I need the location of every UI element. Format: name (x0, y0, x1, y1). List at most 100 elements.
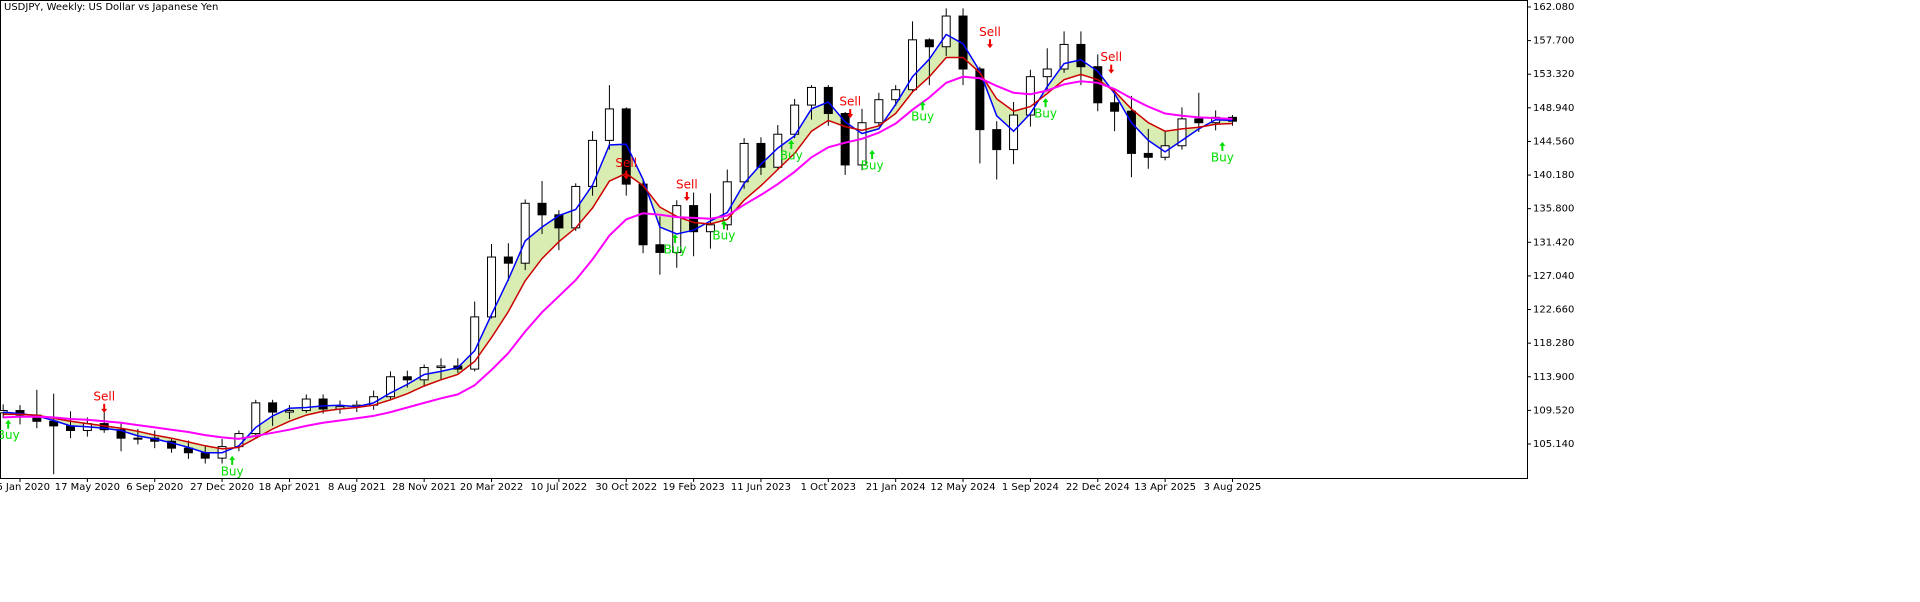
signal-label: Sell (979, 25, 1001, 39)
candle-body (1009, 114, 1019, 151)
candle-body (790, 104, 800, 135)
x-tick-label: 18 Apr 2021 (259, 482, 321, 493)
signal-arrow (919, 101, 926, 111)
signal-arrow (1042, 98, 1049, 108)
signal-arrow (869, 149, 876, 159)
signal-label: Sell (839, 95, 861, 109)
candle-body (908, 39, 918, 91)
candle-body (116, 429, 126, 439)
signal-label: Buy (221, 464, 244, 478)
candle-body (1110, 102, 1120, 112)
y-tick-label: 105.140 (1533, 439, 1574, 450)
signal-label: Buy (0, 428, 20, 442)
candle-body (1059, 43, 1069, 70)
x-tick-label: 27 Dec 2020 (190, 482, 254, 493)
candle-body (621, 108, 631, 185)
y-tick-label: 127.040 (1533, 271, 1574, 282)
x-tick-label: 26 Jan 2020 (0, 482, 50, 493)
plot-frame (0, 0, 1528, 479)
x-tick-label: 17 May 2020 (55, 482, 120, 493)
y-tick-label: 162.080 (1533, 2, 1574, 13)
y-tick-label: 122.660 (1533, 305, 1574, 316)
candle-body (705, 224, 715, 233)
signal-label: Sell (676, 178, 698, 192)
candle-body (958, 15, 968, 70)
y-tick-label: 113.900 (1533, 372, 1574, 383)
candle-body (924, 39, 934, 48)
candle-body (722, 181, 732, 226)
candle-body (234, 433, 244, 448)
y-tick-label: 135.800 (1533, 204, 1574, 215)
candle-body (891, 89, 901, 101)
candle-body (1194, 118, 1204, 124)
candle-body (857, 122, 867, 166)
candle-body (385, 376, 395, 398)
signal-label: Buy (664, 243, 687, 257)
y-tick-label: 153.320 (1533, 69, 1574, 80)
signal-label: Buy (712, 229, 735, 243)
candle-body (739, 142, 749, 183)
candle-body (200, 452, 210, 459)
x-tick-label: 11 Jun 2023 (731, 482, 791, 493)
signal-arrow (1108, 64, 1115, 74)
signal-arrow (101, 403, 108, 413)
y-tick-label: 118.280 (1533, 338, 1574, 349)
candle-body (941, 15, 951, 48)
x-tick-label: 12 May 2024 (930, 482, 995, 493)
x-tick-label: 28 Nov 2021 (392, 482, 456, 493)
candle-body (756, 142, 766, 168)
candle-body (1025, 76, 1035, 116)
ma-line (3, 56, 1233, 450)
candle-body (301, 398, 311, 412)
candle-body (975, 68, 985, 131)
x-tick-label: 1 Oct 2023 (801, 482, 856, 493)
candle-body (1143, 152, 1153, 158)
candle-body (537, 202, 547, 216)
signal-arrow (788, 139, 795, 149)
signal-arrow (672, 234, 679, 244)
candle-body (672, 205, 682, 253)
candle-body (251, 402, 261, 435)
signal-label: Buy (1211, 150, 1234, 164)
ma-line (3, 33, 1233, 454)
x-tick-label: 6 Sep 2020 (126, 482, 183, 493)
candle-body (1042, 68, 1052, 78)
candle-body (133, 437, 143, 440)
candle-body (1126, 110, 1136, 154)
candle-body (503, 256, 513, 264)
y-tick-label: 140.180 (1533, 170, 1574, 181)
signal-label: Buy (1034, 107, 1057, 121)
signal-arrow (229, 455, 236, 465)
candle-body (823, 86, 833, 115)
signal-label: Sell (93, 389, 115, 403)
signal-arrow (986, 39, 993, 49)
x-tick-label: 21 Jan 2024 (866, 482, 926, 493)
signal-label: Buy (861, 158, 884, 172)
candle-body (520, 202, 530, 264)
candle-body (487, 256, 497, 318)
signal-label: Sell (1100, 50, 1122, 64)
candle-body (436, 365, 446, 369)
x-tick-label: 13 Apr 2025 (1134, 482, 1196, 493)
y-tick-label: 144.560 (1533, 136, 1574, 147)
x-tick-label: 30 Oct 2022 (595, 482, 657, 493)
candle-body (588, 139, 598, 187)
candle-body (604, 108, 614, 141)
candle-body (571, 185, 581, 229)
signal-label: Sell (615, 156, 637, 170)
signal-arrow (720, 220, 727, 230)
candle-body (1076, 43, 1086, 68)
x-tick-label: 3 Aug 2025 (1204, 482, 1262, 493)
candle-body (318, 398, 328, 410)
signal-arrow (847, 109, 854, 119)
y-tick-label: 157.700 (1533, 36, 1574, 47)
candle-body (773, 133, 783, 168)
y-tick-label: 131.420 (1533, 237, 1574, 248)
candle-body (49, 420, 59, 427)
chart-title: USDJPY, Weekly: US Dollar vs Japanese Ye… (4, 2, 218, 13)
x-tick-label: 10 Jul 2022 (531, 482, 588, 493)
signal-arrow (623, 170, 630, 180)
x-tick-label: 1 Sep 2024 (1002, 482, 1059, 493)
